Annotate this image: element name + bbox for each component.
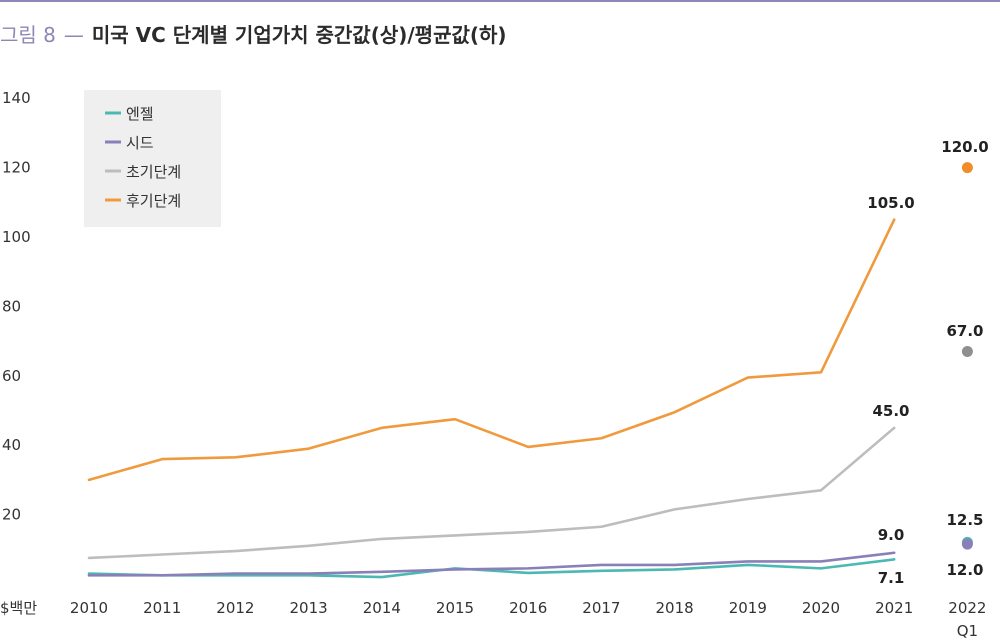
y-axis-unit-label: $백만 (0, 599, 37, 617)
x-tick-label-2013: 2013 (290, 599, 328, 617)
x-tick-label-2014: 2014 (363, 599, 401, 617)
figure-title-text: 미국 VC 단계별 기업가치 중간값(상)/평균값(하) (91, 23, 507, 47)
figure-dash: — (63, 23, 84, 47)
legend-label-2: 시드 (126, 134, 154, 152)
series-line-1 (87, 558, 896, 579)
data-label-8: 12.0 (946, 561, 983, 579)
data-label-4: 7.1 (878, 569, 905, 587)
x-tick-label-2010: 2010 (70, 599, 108, 617)
data-label-3: 9.0 (878, 526, 905, 544)
x-tick-label-2012: 2012 (216, 599, 254, 617)
x-tick-label-2019: 2019 (729, 599, 767, 617)
q1-2022-point-2 (961, 538, 973, 550)
x-tick-sublabel-2022: Q1 (957, 622, 978, 640)
x-tick-label-2016: 2016 (509, 599, 547, 617)
q1-2022-point-4 (961, 162, 973, 174)
y-tick-label-60: 60 (2, 367, 21, 385)
x-tick-label-2020: 2020 (802, 599, 840, 617)
x-tick-label-2022: 2022 (948, 599, 986, 617)
y-tick-label-80: 80 (2, 297, 21, 315)
data-label-6: 67.0 (946, 322, 983, 340)
q1-2022-point-3 (961, 346, 973, 358)
data-label-2: 45.0 (872, 402, 909, 420)
y-tick-label-140: 140 (2, 89, 31, 107)
x-tick-label-2017: 2017 (582, 599, 620, 617)
legend-label-1: 엔젤 (126, 105, 154, 123)
y-tick-label-120: 120 (2, 159, 31, 177)
data-label-1: 105.0 (867, 194, 914, 212)
series-line-3 (87, 426, 896, 560)
x-tick-label-2011: 2011 (143, 599, 181, 617)
y-tick-label-20: 20 (2, 506, 21, 524)
top-rule (0, 0, 1000, 2)
figure-title: 그림 8 — 미국 VC 단계별 기업가치 중간값(상)/평균값(하) (0, 20, 507, 50)
data-label-5: 120.0 (941, 138, 988, 156)
legend-label-3: 초기단계 (126, 163, 181, 181)
series-line-2 (87, 551, 896, 577)
series-line-4 (87, 218, 896, 482)
legend-label-4: 후기단계 (126, 192, 181, 210)
x-tick-label-2015: 2015 (436, 599, 474, 617)
figure-number: 그림 8 (0, 23, 56, 47)
x-tick-label-2018: 2018 (656, 599, 694, 617)
x-tick-label-2021: 2021 (875, 599, 913, 617)
y-tick-label-100: 100 (2, 228, 31, 246)
data-label-7: 12.5 (946, 511, 983, 529)
y-tick-label-40: 40 (2, 436, 21, 454)
